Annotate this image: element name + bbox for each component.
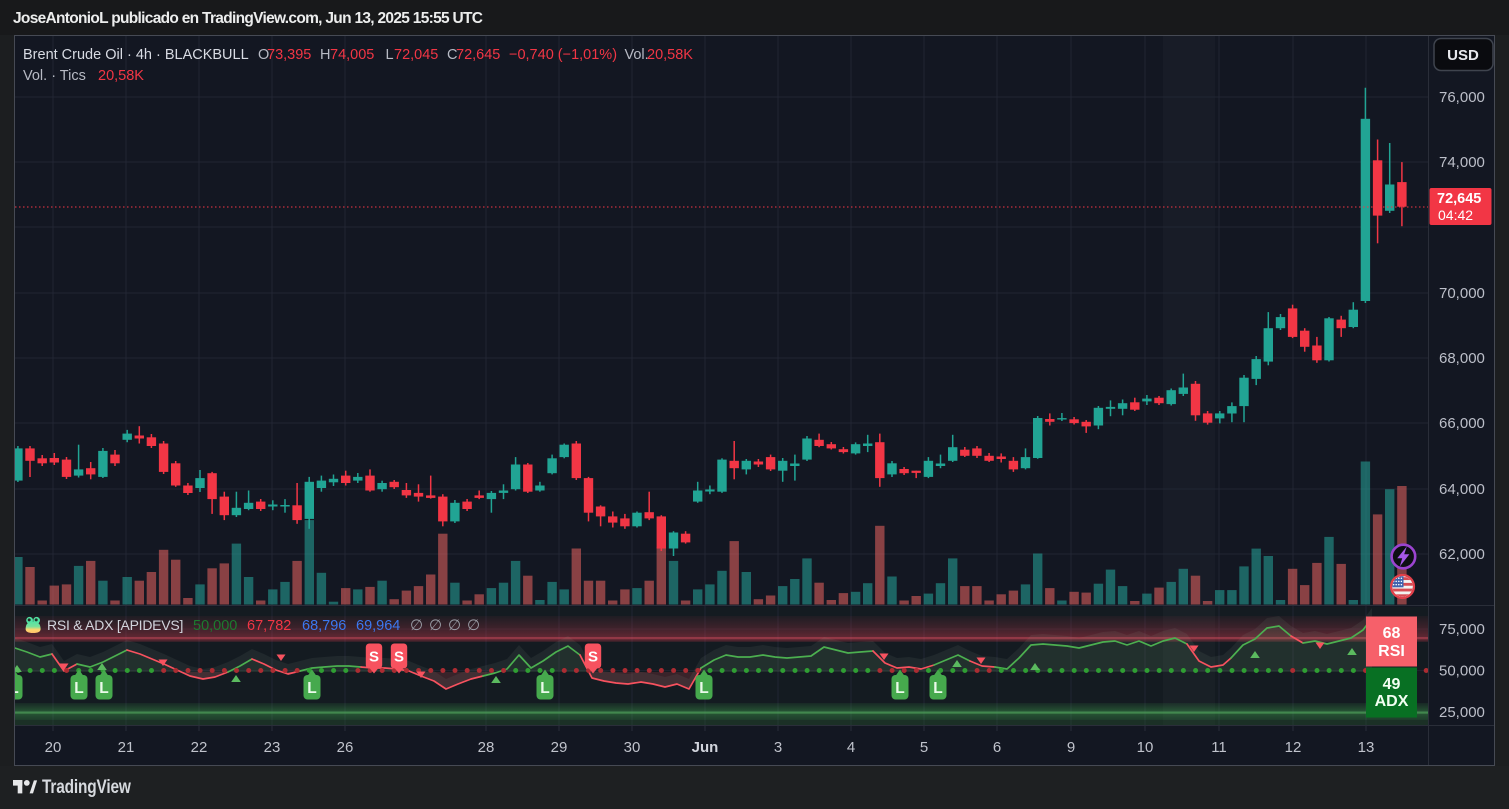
svg-text:4: 4 <box>847 739 855 756</box>
svg-text:10: 10 <box>1137 739 1154 756</box>
svg-text:68: 68 <box>1383 625 1401 642</box>
svg-text:74,005: 74,005 <box>330 47 374 63</box>
svg-text:22: 22 <box>191 739 208 756</box>
svg-text:RSI & ADX [APIDEVS]: RSI & ADX [APIDEVS] <box>47 617 183 633</box>
svg-text:20: 20 <box>45 739 62 756</box>
svg-text:Vol.: Vol. <box>625 47 649 63</box>
svg-text:68,796: 68,796 <box>302 618 346 634</box>
svg-text:21: 21 <box>118 739 135 756</box>
svg-text:23: 23 <box>264 739 281 756</box>
svg-text:25,000: 25,000 <box>1439 704 1485 721</box>
svg-text:74,000: 74,000 <box>1439 154 1485 171</box>
svg-text:L: L <box>895 680 904 697</box>
svg-text:50,000: 50,000 <box>193 618 237 634</box>
svg-text:∅: ∅ <box>448 617 461 634</box>
svg-text:∅: ∅ <box>429 617 442 634</box>
svg-text:20,58K: 20,58K <box>98 68 144 84</box>
svg-text:L: L <box>540 680 549 697</box>
svg-text:72,045: 72,045 <box>394 47 438 63</box>
svg-text:30: 30 <box>624 739 641 756</box>
svg-text:H: H <box>320 47 330 63</box>
svg-text:62,000: 62,000 <box>1439 546 1485 563</box>
svg-text:72,645: 72,645 <box>456 47 500 63</box>
svg-text:04:42: 04:42 <box>1438 207 1473 223</box>
svg-text:S: S <box>394 649 404 666</box>
svg-text:20,58K: 20,58K <box>647 47 693 63</box>
svg-text:68,000: 68,000 <box>1439 350 1485 367</box>
svg-text:RSI: RSI <box>1378 643 1405 660</box>
svg-text:L: L <box>386 47 394 63</box>
svg-text:11: 11 <box>1211 739 1227 756</box>
svg-text:64,000: 64,000 <box>1439 481 1485 498</box>
svg-text:∅: ∅ <box>467 617 480 634</box>
svg-text:L: L <box>99 680 108 697</box>
svg-text:9: 9 <box>1067 739 1075 756</box>
svg-text:S: S <box>369 649 379 666</box>
svg-text:L: L <box>74 680 83 697</box>
svg-text:73,395: 73,395 <box>267 47 311 63</box>
svg-text:49: 49 <box>1383 676 1401 693</box>
svg-text:69,964: 69,964 <box>356 618 400 634</box>
svg-text:USD: USD <box>1447 47 1479 64</box>
svg-text:L: L <box>307 680 316 697</box>
svg-text:76,000: 76,000 <box>1439 89 1485 106</box>
svg-text:Vol. · Tics: Vol. · Tics <box>23 68 86 84</box>
svg-text:50,000: 50,000 <box>1439 663 1485 680</box>
svg-text:5: 5 <box>920 739 928 756</box>
svg-text:−0,740 (−1,01%): −0,740 (−1,01%) <box>509 47 617 63</box>
svg-text:6: 6 <box>993 739 1001 756</box>
svg-text:Jun: Jun <box>692 739 719 756</box>
svg-text:13: 13 <box>1358 739 1375 756</box>
svg-text:S: S <box>588 649 598 666</box>
svg-text:29: 29 <box>551 739 568 756</box>
svg-text:3: 3 <box>774 739 782 756</box>
svg-text:12: 12 <box>1285 739 1302 756</box>
svg-text:28: 28 <box>478 739 495 756</box>
svg-text:26: 26 <box>337 739 354 756</box>
svg-text:72,645: 72,645 <box>1437 191 1481 207</box>
svg-text:∅: ∅ <box>410 617 423 634</box>
svg-text:L: L <box>699 680 708 697</box>
svg-text:66,000: 66,000 <box>1439 415 1485 432</box>
svg-text:L: L <box>933 680 942 697</box>
svg-text:67,782: 67,782 <box>247 618 291 634</box>
svg-text:O: O <box>258 47 269 63</box>
svg-text:70,000: 70,000 <box>1439 285 1485 302</box>
svg-text:Brent Crude Oil · 4h · BLACKBU: Brent Crude Oil · 4h · BLACKBULL <box>23 47 249 63</box>
svg-text:ADX: ADX <box>1375 693 1409 710</box>
svg-text:L: L <box>15 680 19 697</box>
svg-text:C: C <box>447 47 457 63</box>
svg-text:75,000: 75,000 <box>1439 621 1485 638</box>
